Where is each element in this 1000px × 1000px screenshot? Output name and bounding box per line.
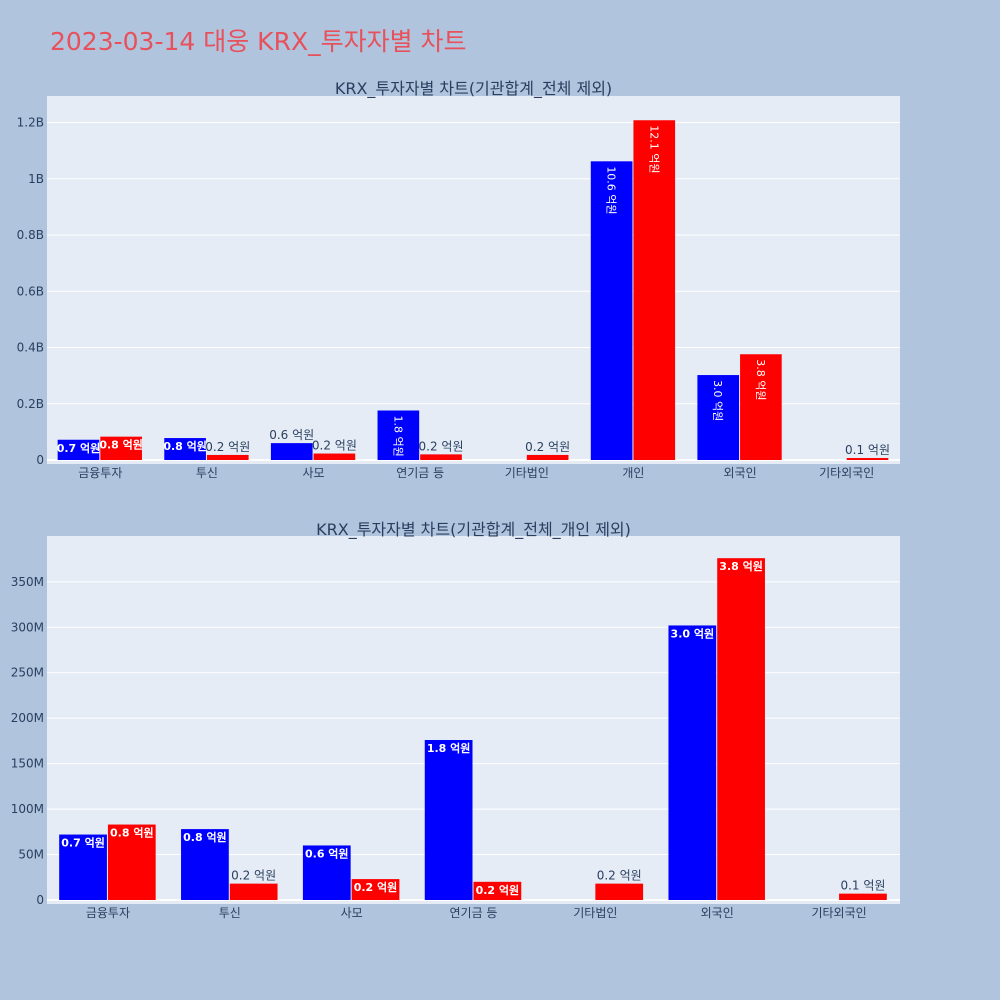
y-tick-label: 100M: [11, 802, 44, 816]
x-tick-label: 연기금 등: [450, 906, 498, 920]
data-label: 0.8 억원: [163, 439, 207, 453]
y-tick-label: 200M: [11, 711, 44, 725]
bar: [164, 438, 206, 460]
x-tick-label: 사모: [303, 466, 325, 480]
y-tick-label: 1.2B: [17, 116, 44, 130]
x-tick-label: 기타법인: [505, 466, 549, 480]
y-tick-label: 0.6B: [17, 284, 44, 298]
x-tick-label: 개인: [622, 466, 644, 480]
bar: [420, 454, 462, 460]
x-tick-label: 기타외국인: [819, 466, 874, 480]
y-tick-label: 350M: [11, 575, 44, 589]
chart-title: KRX_투자자별 차트(기관합계_전체 제외): [335, 79, 612, 99]
bar: [590, 161, 633, 460]
bar: [377, 410, 420, 460]
x-tick-label: 외국인: [724, 466, 757, 480]
bar: [473, 881, 522, 900]
data-label: 0.1 억원: [840, 879, 885, 893]
bar: [57, 439, 100, 460]
bar: [595, 883, 644, 900]
data-label: 0.2 억원: [312, 439, 357, 453]
data-label: 0.2 억원: [205, 440, 250, 454]
x-tick-label: 투신: [196, 466, 218, 480]
chart-1: 0 0.2B 0.4B 0.6B 0.8B 1B 1.2B KRX_투자자별 차트(기관합계_…: [17, 79, 900, 480]
data-label: 0.2 억원: [419, 439, 464, 453]
data-label: 0.7 억원: [57, 441, 101, 455]
x-tick-label: 기타법인: [573, 906, 617, 920]
x-tick-label: 외국인: [701, 906, 734, 920]
x-tick-label: 연기금 등: [396, 466, 444, 480]
y-tick-label: 250M: [11, 666, 44, 680]
data-label: 0.2 억원: [525, 440, 570, 454]
bar: [839, 893, 887, 900]
x-tick-label: 사모: [341, 906, 363, 920]
plot-area: [47, 536, 900, 904]
bar: [313, 453, 356, 460]
y-tick-label: 50M: [18, 848, 44, 862]
data-label: 0.6 억원: [269, 428, 314, 442]
y-tick-label: 1B: [28, 172, 44, 186]
bar: [59, 834, 107, 900]
data-label: 1.8 억원: [391, 416, 404, 457]
data-label: 0.2 억원: [354, 880, 398, 894]
data-label: 1.8 억원: [427, 741, 471, 755]
bar: [302, 845, 351, 900]
y-tick-label: 0.4B: [17, 341, 44, 355]
data-label: 3.0 억원: [671, 626, 715, 640]
bar: [100, 436, 142, 460]
y-tick-label: 0.8B: [17, 228, 44, 242]
x-tick-label: 금융투자: [86, 906, 130, 920]
bar: [633, 120, 676, 460]
bar: [668, 625, 717, 900]
data-label: 3.0 억원: [711, 380, 724, 421]
y-tick-label: 0: [36, 453, 44, 467]
data-label: 0.2 억원: [597, 869, 642, 883]
bar: [107, 824, 156, 900]
page-title: 2023-03-14 대웅 KRX_투자자별 차트: [50, 27, 467, 56]
chart-title: KRX_투자자별 차트(기관합계_전체_개인 제외): [316, 520, 631, 540]
data-label: 0.7 억원: [61, 836, 105, 850]
bar: [717, 558, 765, 900]
bar: [697, 375, 740, 460]
data-label: 0.1 억원: [845, 443, 890, 457]
bar: [846, 458, 889, 460]
x-tick-label: 금융투자: [78, 466, 122, 480]
data-label: 3.8 억원: [719, 559, 763, 573]
y-tick-label: 0.2B: [17, 397, 44, 411]
bar: [351, 879, 400, 900]
bar: [206, 454, 249, 460]
y-tick-label: 150M: [11, 757, 44, 771]
y-tick-label: 0: [36, 893, 44, 907]
data-label: 0.2 억원: [476, 883, 520, 897]
data-label: 0.2 억원: [231, 869, 276, 883]
bar: [526, 454, 569, 460]
bar: [181, 829, 229, 900]
x-tick-label: 기타외국인: [811, 906, 866, 920]
bar: [270, 443, 313, 460]
data-label: 10.6 억원: [605, 166, 618, 214]
data-label: 0.8 억원: [110, 826, 154, 840]
y-tick-label: 300M: [11, 620, 44, 634]
data-label: 0.8 억원: [183, 830, 227, 844]
chart-2: 0 50M 100M 150M 200M 250M 300M 350M KRX_투자자별 차트(…: [11, 520, 900, 920]
x-tick-label: 투신: [219, 906, 241, 920]
bar: [424, 740, 473, 900]
data-label: 3.8 억원: [754, 359, 767, 400]
data-label: 0.8 억원: [99, 438, 143, 452]
bar: [740, 354, 782, 460]
bar: [229, 883, 278, 900]
data-label: 0.6 억원: [305, 846, 349, 860]
data-label: 12.1 억원: [647, 125, 660, 173]
